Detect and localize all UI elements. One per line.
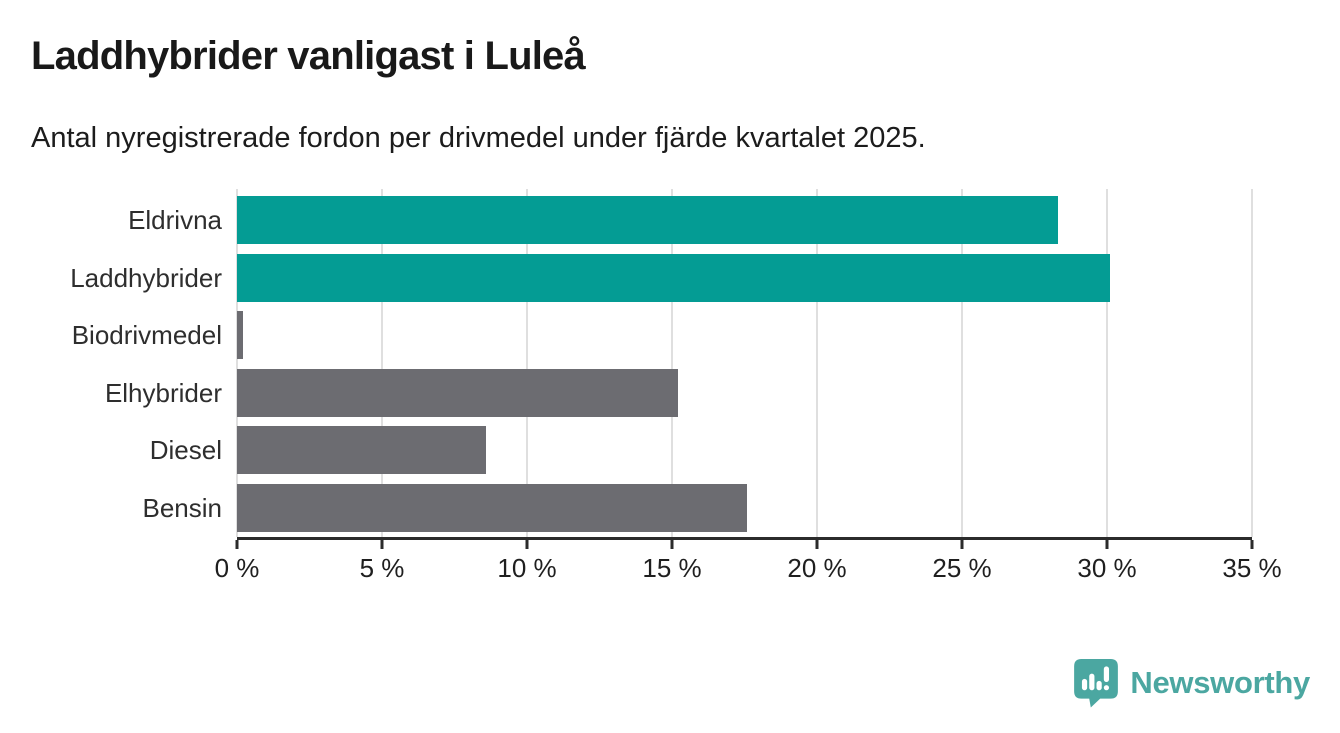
axis-tick-mark xyxy=(525,540,529,549)
gridline xyxy=(961,189,963,537)
axis-tick-label: 0 % xyxy=(214,553,260,583)
category-labels: Eldrivna Laddhybrider Biodrivmedel Elhybrid… xyxy=(0,189,222,537)
chart-title: Laddhybrider vanligast i Luleå xyxy=(31,34,586,78)
x-axis xyxy=(235,537,1254,552)
axis-tick-mark xyxy=(1105,540,1109,549)
newsworthy-logo-icon xyxy=(1074,659,1119,708)
axis-tick-mark xyxy=(670,540,674,549)
gridline xyxy=(1106,189,1108,537)
axis-tick-mark xyxy=(1250,540,1254,549)
axis-tick-label: 35 % xyxy=(1222,553,1282,583)
bar-eldrivna xyxy=(237,196,1058,244)
axis-tick-mark xyxy=(235,540,239,549)
axis-tick-label: 20 % xyxy=(787,553,847,583)
category-label-bensin: Bensin xyxy=(142,493,223,523)
axis-tick-mark xyxy=(380,540,384,549)
bar-biodrivmedel xyxy=(237,311,243,360)
axis-tick-label: 25 % xyxy=(932,553,992,583)
category-label-biodrivmedel: Biodrivmedel xyxy=(71,320,222,351)
axis-tick-label: 5 % xyxy=(359,553,405,583)
gridline xyxy=(1251,189,1253,537)
newsworthy-logo-text: Newsworthy xyxy=(1130,665,1310,700)
axis-tick-label: 15 % xyxy=(642,553,702,583)
bar-bensin xyxy=(237,484,748,532)
gridline xyxy=(236,189,238,537)
bar-laddhybrider xyxy=(237,253,1110,302)
plot-area xyxy=(236,189,1253,537)
category-label-eldrivna: Eldrivna xyxy=(128,205,222,235)
axis-tick-mark xyxy=(960,540,964,549)
category-label-elhybrider: Elhybrider xyxy=(104,377,222,408)
gridline xyxy=(816,189,818,537)
chart-subtitle: Antal nyregistrerade fordon per drivmede… xyxy=(31,122,926,154)
gridline xyxy=(526,189,528,537)
axis-tick-label: 30 % xyxy=(1077,553,1137,583)
axis-tick-mark xyxy=(815,540,819,549)
x-axis-tick-labels: 0 % 5 % 10 % 15 % 20 % 25 % 30 % 35 % xyxy=(215,553,1282,583)
bar-elhybrider xyxy=(237,368,678,417)
newsworthy-logo: Newsworthy xyxy=(1073,658,1310,708)
gridline xyxy=(381,189,383,537)
category-label-diesel: Diesel xyxy=(149,435,222,466)
bar-diesel xyxy=(237,426,487,475)
category-label-laddhybrider: Laddhybrider xyxy=(70,262,222,293)
gridline xyxy=(671,189,673,537)
axis-tick-label: 10 % xyxy=(497,553,557,583)
